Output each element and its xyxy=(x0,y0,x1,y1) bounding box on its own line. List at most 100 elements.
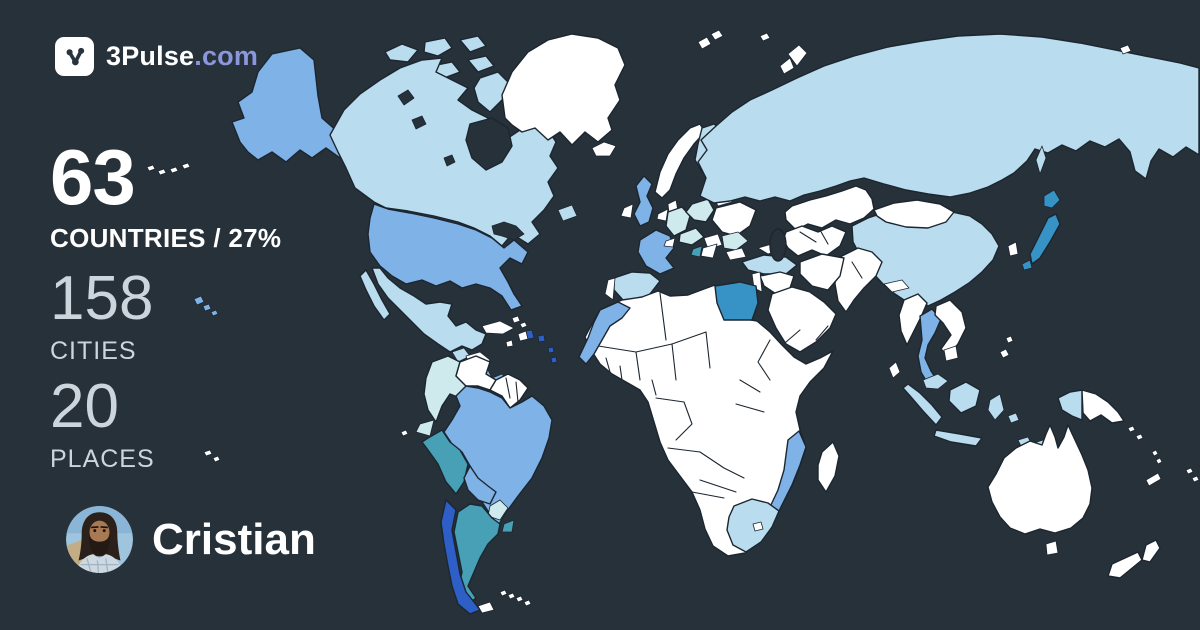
borneo xyxy=(948,381,981,414)
country-peru xyxy=(421,429,469,495)
country-iceland xyxy=(591,141,617,157)
balkans xyxy=(700,243,718,259)
country-mongolia xyxy=(873,199,955,229)
oceania xyxy=(902,373,1200,579)
country-cambodia xyxy=(943,345,959,362)
stat-countries: 63 COUNTRIES / 27% xyxy=(50,138,281,254)
country-south-africa xyxy=(726,498,780,553)
logo-tile xyxy=(55,37,94,76)
country-portugal xyxy=(604,277,616,301)
new-caledonia xyxy=(1145,472,1162,487)
pulse-nodes-icon xyxy=(66,47,84,65)
country-canada xyxy=(329,57,559,247)
country-ecuador xyxy=(415,419,435,437)
cities-label: CITIES xyxy=(50,337,137,365)
profile-name: Cristian xyxy=(152,514,316,564)
country-bulgaria xyxy=(725,247,747,261)
country-japan xyxy=(1029,213,1061,265)
country-south-korea xyxy=(1007,241,1019,257)
africa xyxy=(578,281,840,557)
country-uruguay xyxy=(501,519,515,533)
country-switzerland xyxy=(663,237,676,248)
baja-california xyxy=(359,269,391,321)
sumatra xyxy=(902,383,943,426)
benelux xyxy=(656,208,669,222)
profile: Cristian xyxy=(66,506,316,573)
places-label: PLACES xyxy=(50,445,155,473)
country-germany xyxy=(665,206,691,237)
asia-north xyxy=(697,29,1200,262)
country-nepal xyxy=(883,279,910,293)
caribbean xyxy=(481,315,558,364)
tierra-del-fuego xyxy=(477,601,495,614)
country-usa-alaska xyxy=(231,47,353,163)
brand-name: 3Pulse xyxy=(106,41,195,71)
country-kazakhstan xyxy=(784,185,875,231)
avatar-photo xyxy=(66,506,133,573)
greenland-iceland xyxy=(501,33,626,157)
africa-borders xyxy=(591,292,771,499)
country-jamaica xyxy=(505,339,514,348)
country-puerto-rico xyxy=(537,334,546,343)
country-egypt xyxy=(714,281,759,321)
asia-east-south xyxy=(751,189,1061,387)
countries-count: 63 xyxy=(50,133,136,221)
country-iran xyxy=(799,253,845,291)
new-zealand-north xyxy=(1141,539,1161,563)
country-dominican-republic xyxy=(525,329,535,340)
brand-suffix: .com xyxy=(194,41,259,71)
small-islands xyxy=(146,162,532,607)
great-lakes xyxy=(491,221,525,241)
country-morocco xyxy=(578,301,631,365)
arctic-islands xyxy=(697,29,1132,75)
country-bolivia xyxy=(463,465,497,505)
country-australia xyxy=(987,424,1093,535)
avatar xyxy=(66,506,133,573)
country-sri-lanka xyxy=(888,361,901,379)
country-hungary xyxy=(703,233,723,250)
country-mexico xyxy=(371,267,487,353)
japan-kyushu xyxy=(1021,259,1033,271)
brand-logo: 3Pulse.com xyxy=(55,37,258,76)
greenland xyxy=(501,33,626,146)
countries-label: COUNTRIES / 27% xyxy=(50,223,282,253)
country-lesotho xyxy=(752,521,764,532)
hawaii xyxy=(193,295,205,306)
country-usa xyxy=(367,203,529,311)
aleutians xyxy=(146,164,156,172)
country-cuba xyxy=(481,320,515,335)
java xyxy=(933,429,983,447)
country-madagascar xyxy=(817,441,840,493)
brand-wordmark: 3Pulse.com xyxy=(106,41,258,72)
country-france xyxy=(637,229,675,275)
country-ukraine xyxy=(711,201,757,237)
country-russia xyxy=(697,33,1200,204)
country-croatia xyxy=(690,245,703,258)
country-ireland xyxy=(620,203,634,219)
sulawesi xyxy=(987,393,1005,421)
west-papua xyxy=(1057,389,1083,421)
places-count: 20 xyxy=(50,372,119,441)
north-america xyxy=(231,35,578,387)
stat-cities: 158 CITIES xyxy=(50,268,153,366)
hudson-bay xyxy=(465,117,513,171)
country-romania xyxy=(721,231,749,251)
country-argentina xyxy=(453,503,501,605)
new-zealand-south xyxy=(1107,551,1143,579)
japan-hokkaido xyxy=(1043,189,1061,209)
newfoundland xyxy=(557,204,578,222)
south-america xyxy=(415,355,553,615)
pacific-islands xyxy=(1127,425,1200,483)
country-myanmar xyxy=(898,293,928,346)
country-mozambique xyxy=(768,430,807,518)
sakhalin xyxy=(1035,145,1047,175)
country-austria-czechia xyxy=(678,227,705,246)
country-turkey xyxy=(741,254,798,275)
country-malaysia xyxy=(922,373,949,390)
tasmania xyxy=(1045,540,1059,556)
country-papua-new-guinea xyxy=(1081,389,1125,424)
stat-places: 20 PLACES xyxy=(50,376,155,474)
cities-count: 158 xyxy=(50,264,154,333)
